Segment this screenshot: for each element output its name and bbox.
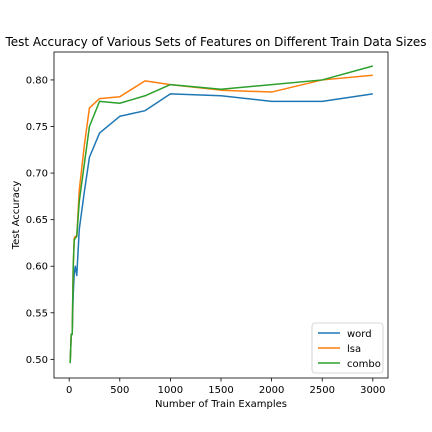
- x-axis-label: Number of Train Examples: [155, 399, 287, 410]
- y-tick-label: 0.55: [26, 308, 48, 319]
- x-tick-label: 2500: [309, 385, 334, 396]
- series-line-combo: [69, 65, 374, 364]
- legend: word lsa combo: [311, 322, 384, 374]
- y-tick-label: 0.50: [26, 355, 48, 366]
- legend-label-combo: combo: [347, 359, 381, 370]
- x-tick-label: 1500: [208, 385, 233, 396]
- x-tick-label: 500: [110, 385, 129, 396]
- plot-lines: [69, 65, 374, 364]
- x-axis-ticks: 0 500 1000 1500 2000 2500 3000: [66, 378, 386, 396]
- y-tick-label: 0.60: [26, 262, 48, 273]
- legend-box: [311, 322, 384, 374]
- y-axis-ticks: 0.50 0.55 0.60 0.65 0.70 0.75 0.80: [26, 75, 54, 366]
- chart-title: Test Accuracy of Various Sets of Feature…: [4, 35, 426, 49]
- x-tick-label: 2000: [259, 385, 284, 396]
- x-tick-label: 0: [66, 385, 72, 396]
- x-tick-label: 3000: [360, 385, 385, 396]
- legend-label-word: word: [347, 329, 372, 340]
- y-tick-label: 0.75: [26, 122, 48, 133]
- x-tick-label: 1000: [158, 385, 183, 396]
- y-tick-label: 0.70: [26, 169, 48, 180]
- y-axis-label: Test Accuracy: [11, 181, 22, 251]
- legend-label-lsa: lsa: [347, 344, 361, 355]
- y-tick-label: 0.65: [26, 215, 48, 226]
- y-tick-label: 0.80: [26, 75, 48, 86]
